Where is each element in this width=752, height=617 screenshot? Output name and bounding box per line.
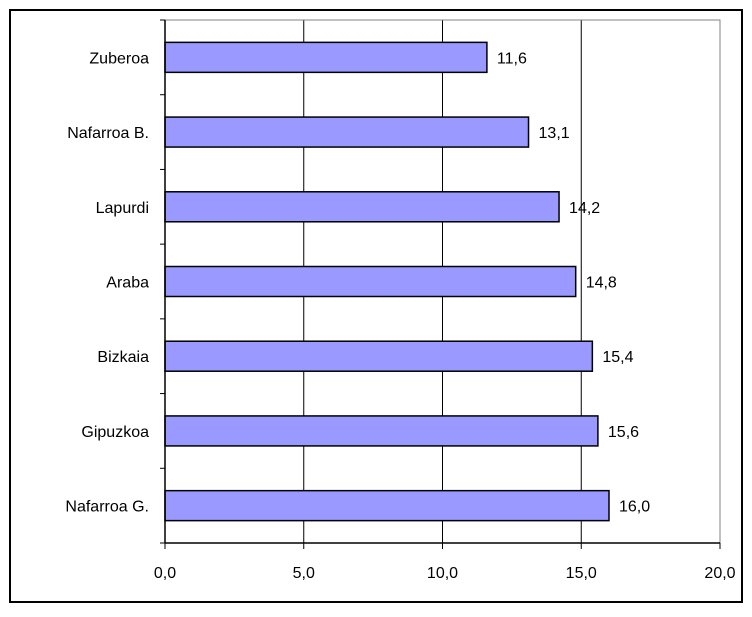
data-label: 15,6 [608,424,639,441]
x-tick-label: 0,0 [154,565,176,582]
bar [164,191,560,223]
axes [160,19,721,549]
bar [164,489,610,522]
x-tick-label: 20,0 [704,565,735,582]
data-label: 11,6 [497,50,527,67]
data-label: 14,8 [586,275,617,292]
category-label: Lapurdi [96,200,149,217]
bar [164,415,599,447]
x-tick-label: 5,0 [293,565,315,582]
data-label: 16,0 [619,499,650,516]
bar [164,265,577,298]
category-label: Nafarroa B. [67,125,149,142]
x-tick-label: 15,0 [566,565,597,582]
category-label: Bizkaia [97,349,149,366]
category-label: Gipuzkoa [81,424,149,441]
category-label: Araba [106,275,149,292]
x-tick-label: 10,0 [427,565,458,582]
data-label: 13,1 [539,125,570,142]
data-label: 14,2 [569,200,600,217]
labels: 11,6 Zuberoa 13,1 Nafarroa B. 14,2 Lapurdi 14,… [65,50,735,582]
category-label: Zuberoa [89,50,149,67]
category-label: Nafarroa G. [65,499,149,516]
bar [164,340,594,372]
bar [164,116,530,148]
bar [164,41,488,74]
data-label: 15,4 [602,349,633,366]
